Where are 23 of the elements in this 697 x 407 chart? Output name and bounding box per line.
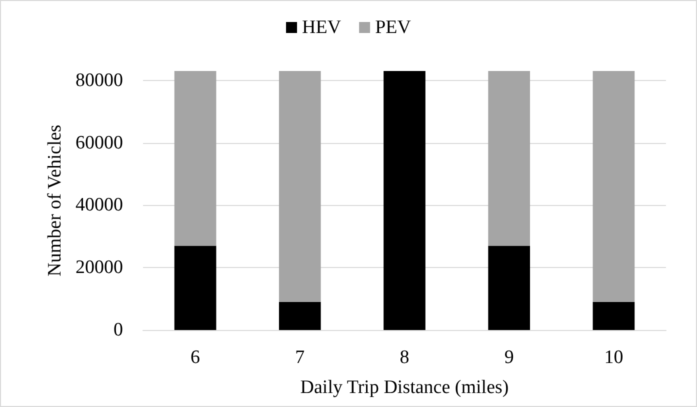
bar — [174, 246, 216, 330]
y-tick-label: 40000 — [76, 194, 123, 216]
bar — [174, 71, 216, 246]
x-tick-label: 6 — [190, 347, 200, 368]
bar — [278, 71, 321, 302]
y-axis-title: Number of Vehicles — [44, 124, 66, 276]
bar — [592, 302, 635, 330]
y-tick-label: 0 — [114, 320, 123, 340]
x-tick-label: 7 — [295, 347, 305, 368]
y-tick-label: 80000 — [76, 70, 123, 91]
legend-label: PEV — [375, 17, 412, 38]
x-tick-label: 9 — [504, 347, 514, 368]
bar — [488, 71, 530, 246]
bar — [278, 302, 321, 330]
bar — [592, 71, 635, 302]
y-tick-label: 20000 — [76, 257, 123, 278]
legend-label: HEV — [302, 17, 342, 38]
y-tick-label: 60000 — [76, 132, 123, 154]
x-axis-title: Daily Trip Distance (miles) — [300, 377, 509, 398]
bar — [384, 71, 426, 330]
x-tick-label: 8 — [400, 347, 410, 368]
x-tick-label: 10 — [604, 347, 624, 368]
bar — [488, 246, 530, 330]
